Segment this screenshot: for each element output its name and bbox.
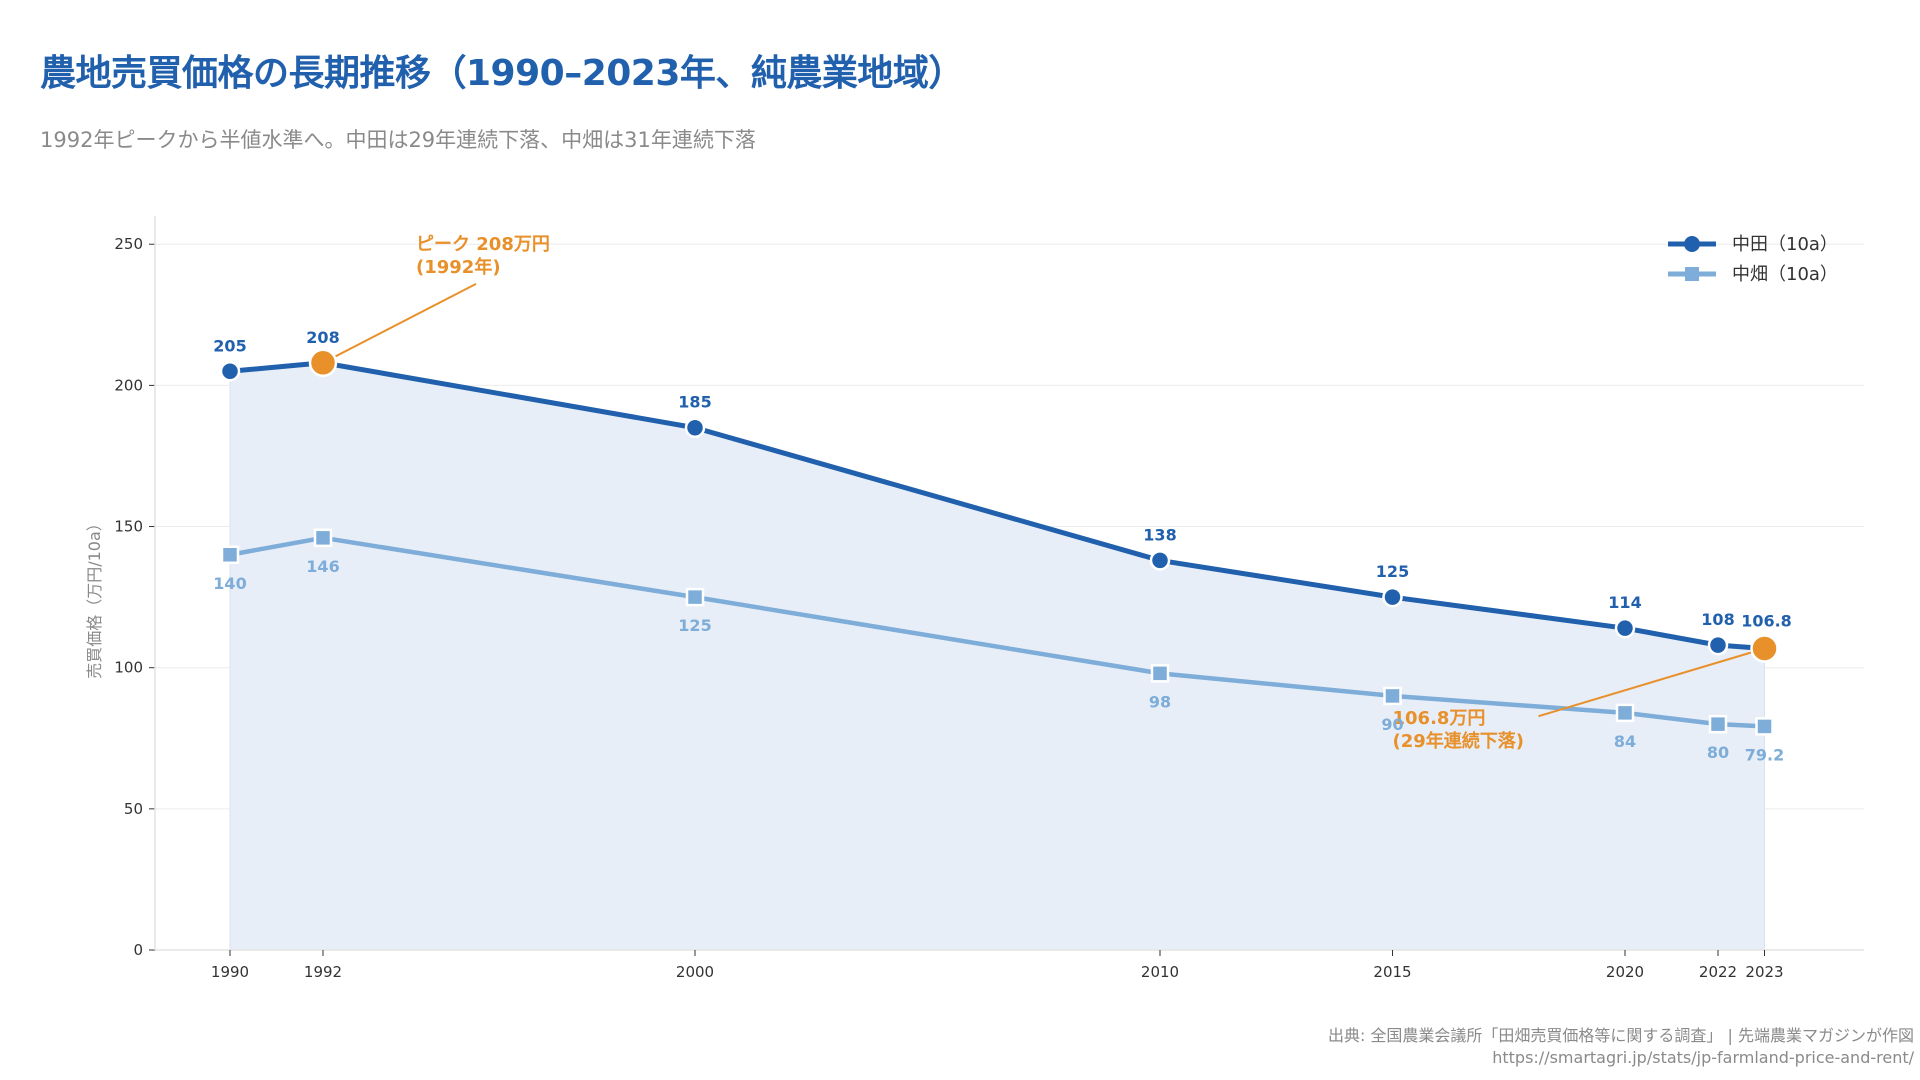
field-data-label: 125 [678,616,711,635]
field-data-label: 80 [1707,743,1729,762]
field-point-marker [1755,717,1774,736]
legend-label-field: 中畑（10a） [1732,264,1838,285]
legend-item-paddy[interactable]: 中田（10a） [1668,234,1838,255]
paddy-point-marker [219,361,241,382]
chart-subtitle: 1992年ピークから半値水準へ。中田は29年連続下落、中畑は31年連続下落 [40,128,756,152]
paddy-area-fill [229,362,1765,951]
field-line [229,535,1765,729]
paddy-data-label: 108 [1701,610,1734,629]
data-labels: 205 208 185 138 125 114 108 106.8 140 146 125 98 90 8… [213,328,1792,765]
paddy-point-marker [684,417,706,438]
paddy-data-label: 205 [213,336,246,355]
chart-title: 農地売買価格の長期推移（1990–2023年、純農業地域） [40,53,964,94]
y-tick-label: 50 [124,800,143,818]
paddy-data-label: 208 [306,328,339,347]
paddy-point-marker [1707,634,1729,656]
x-tick-label: 2000 [676,963,714,981]
field-point-marker [220,545,240,565]
field-data-label: 146 [306,557,339,576]
y-tick-label: 150 [114,518,143,536]
field-point-marker [1150,664,1170,683]
highlight-point-marker [1750,634,1779,663]
field-data-label: 90 [1381,715,1403,734]
field-data-label: 84 [1614,732,1636,751]
x-tick-label: 2023 [1745,963,1783,981]
y-axis-label: 売買価格（万円/10a） [85,515,104,679]
field-data-label: 140 [213,574,246,593]
field-point-marker [1708,714,1728,734]
axes: 0 50 100 150 200 250 1990 1992 2000 2010 2015 2020 2… [114,216,1864,981]
legend-label-paddy: 中田（10a） [1732,234,1838,255]
y-tick-label: 200 [114,376,143,394]
x-tick-label: 2020 [1606,963,1644,981]
annotation-text: 106.8万円 [1393,708,1486,729]
source-note: 出典: 全国農業会議所「田畑売買価格等に関する調査」 | 先端農業マガジンが作図 [1327,1026,1914,1045]
paddy-data-label: 185 [678,393,711,412]
series-markers [219,348,1779,736]
y-tick-label: 100 [114,659,143,677]
field-point-marker [685,587,705,607]
legend-circle-marker-icon [1684,236,1700,252]
annotations: ピーク 208万円(1992年) 106.8万円(29年連続下落) [322,234,1765,752]
annotation-text: (29年連続下落) [1393,730,1525,752]
annotation-text: (1992年) [416,256,501,278]
annotation-text: ピーク 208万円 [416,234,550,255]
legend-square-marker-icon [1685,267,1699,281]
paddy-data-label: 125 [1376,562,1409,581]
field-data-label: 98 [1149,692,1171,711]
field-data-label: 79.2 [1745,745,1784,764]
paddy-data-label: 114 [1608,593,1641,612]
paddy-data-label: 106.8 [1741,611,1792,630]
highlight-point-marker [308,348,338,378]
x-tick-label: 2010 [1141,963,1179,981]
field-point-marker [1383,686,1402,706]
paddy-point-marker [1149,550,1171,571]
paddy-point-marker [1614,617,1636,639]
x-tick-label: 1992 [304,963,342,981]
field-point-marker [313,528,333,548]
source-url: https://smartagri.jp/stats/jp-farmland-p… [1492,1048,1914,1067]
annotation-leader-line [322,282,477,364]
series-lines [229,360,1765,729]
y-tick-label: 0 [133,941,143,959]
annotation-leader-line [1538,647,1765,718]
x-tick-label: 2015 [1373,963,1411,981]
legend: 中田（10a） 中畑（10a） [1668,234,1838,285]
y-tick-label: 250 [114,235,143,253]
field-point-marker [1615,703,1635,723]
legend-item-field[interactable]: 中畑（10a） [1668,264,1838,285]
paddy-line [229,360,1765,651]
paddy-point-marker [1382,586,1403,608]
paddy-data-label: 138 [1143,525,1176,544]
x-tick-label: 2022 [1699,963,1737,981]
x-tick-label: 1990 [211,963,249,981]
